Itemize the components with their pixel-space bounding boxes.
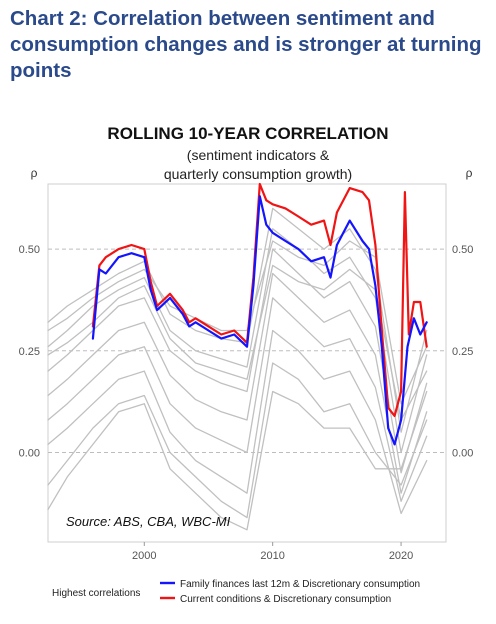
background-series-line (47, 264, 428, 421)
background-series-line (47, 272, 428, 494)
y-tick-labels-right: 0.00 0.25 0.50 (452, 244, 473, 459)
background-series-group (47, 207, 428, 531)
series-line-current-conditions (91, 182, 428, 417)
background-series-line (47, 248, 428, 474)
plot-frame (47, 183, 447, 543)
y-tick-label: 0.50 (452, 244, 473, 256)
legend: Highest correlations Family finances las… (52, 579, 420, 605)
x-tick-label: 2000 (132, 550, 156, 562)
y-tick-label: 0.25 (19, 346, 40, 358)
background-series-line (47, 329, 428, 515)
legend-title: Highest correlations (52, 588, 140, 599)
chart-subtitle-line2: quarterly consumption growth) (164, 166, 352, 182)
x-tick-label: 2020 (389, 550, 413, 562)
source-note: Source: ABS, CBA, WBC-MI (66, 514, 231, 529)
background-series-line (47, 228, 428, 454)
y-tick-labels-left: 0.00 0.25 0.50 (19, 244, 40, 459)
series-line-family-finances (91, 195, 428, 446)
y-tick-label: 0.50 (19, 244, 40, 256)
legend-entry-family-finances: Family finances last 12m & Discretionary… (180, 579, 420, 590)
background-series-line (47, 297, 428, 502)
y-tick-label: 0.25 (452, 346, 473, 358)
y-axis-label-right: ρ (466, 166, 473, 180)
chart-title: ROLLING 10-YEAR CORRELATION (107, 124, 388, 143)
y-tick-label: 0.00 (19, 448, 40, 460)
x-tick-labels: 2000 2010 2020 (132, 542, 413, 562)
y-tick-label: 0.00 (452, 448, 473, 460)
x-tick-label: 2010 (260, 550, 284, 562)
highlighted-series-group (91, 182, 428, 446)
background-series-line (47, 390, 428, 531)
legend-entry-current-conditions: Current conditions & Discretionary consu… (180, 594, 391, 605)
gridlines (48, 248, 446, 453)
background-series-line (47, 362, 428, 519)
background-series-line (47, 240, 428, 405)
y-axis-label-left: ρ (31, 166, 38, 180)
chart-heading: Chart 2: Correlation between sentiment a… (10, 7, 482, 82)
chart-subtitle-line1: (sentiment indicators & (187, 147, 330, 163)
background-series-line (47, 207, 428, 433)
